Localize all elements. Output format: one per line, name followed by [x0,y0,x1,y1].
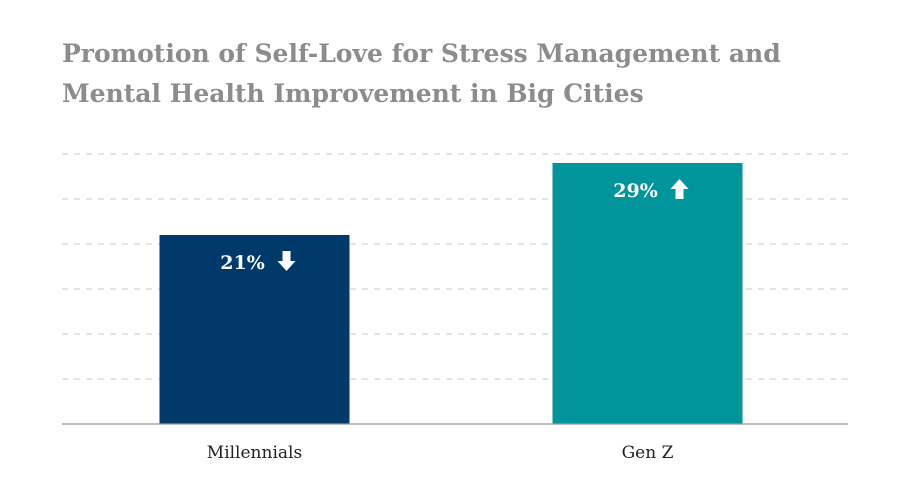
category-labels: Millennials Gen Z [207,443,674,463]
bar-gen-z [552,163,743,424]
chart-title: Promotion of Self-Love for Stress Manage… [62,39,781,108]
category-label: Gen Z [622,443,674,463]
arrow-down-icon [277,251,296,271]
bar-millennials [159,235,350,424]
data-label: 29% [613,180,658,202]
arrow-up-icon [670,179,689,199]
bars: 21% 29% [159,163,743,424]
category-label: Millennials [207,443,302,463]
data-label: 21% [220,252,265,274]
